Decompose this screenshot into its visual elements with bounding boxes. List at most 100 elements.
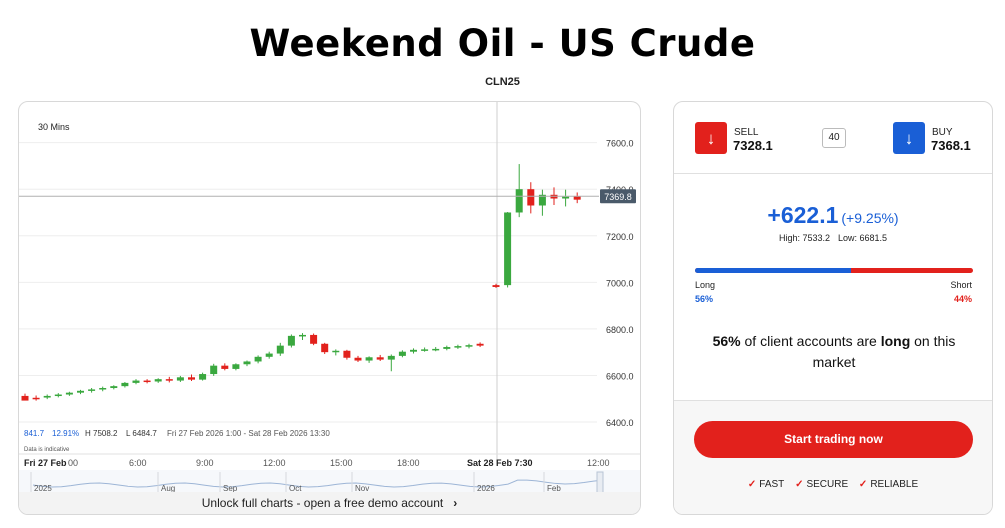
x-tick-label: 00 (68, 458, 78, 468)
cta-panel: Start trading now ✓ FAST ✓ SECURE ✓ RELIABL… (674, 400, 992, 514)
x-tick-label: 15:00 (330, 458, 353, 468)
candle-body (65, 392, 73, 395)
price-change-percent: (+9.25%) (841, 210, 899, 226)
candle-body (143, 380, 151, 383)
candle-body (110, 386, 118, 389)
check-icon: ✓ (747, 479, 757, 490)
badge-fast: ✓ FAST (748, 479, 784, 490)
price-chart[interactable]: 6400.06600.06800.07000.07200.07400.07600… (18, 101, 641, 515)
sell-button[interactable]: ↓ (695, 122, 727, 154)
candle-body (321, 343, 329, 353)
unlock-charts-link[interactable]: Unlock full charts - open a free demo ac… (19, 492, 640, 514)
x-tick-label: 18:00 (397, 458, 420, 468)
current-price-label: 7369.8 (604, 192, 632, 202)
badge-label: FAST (759, 479, 785, 490)
x-tick-label: Fri 27 Feb (24, 458, 67, 468)
navigator-line (32, 479, 604, 488)
navigator-label: Aug (161, 484, 175, 493)
high-low: High: 7533.2 Low: 6681.5 (674, 233, 992, 243)
candle-body (99, 388, 107, 390)
interval-label: 30 Mins (38, 122, 70, 132)
candle-body (154, 379, 162, 382)
candle-body (354, 357, 362, 361)
short-percent: 44% (953, 294, 972, 304)
unlock-charts-label: Unlock full charts - open a free demo ac… (201, 496, 444, 510)
candle-body (332, 350, 340, 353)
sentiment-sentence-percent: 56% (712, 333, 741, 349)
stat-range: Fri 27 Feb 2026 1:00 - Sat 28 Feb 2026 1… (167, 429, 330, 438)
candle-body (254, 356, 262, 362)
candle-body (121, 382, 129, 387)
y-tick-label: 6400.0 (606, 418, 634, 428)
candle-body (77, 390, 84, 393)
candle-body (32, 397, 40, 400)
candle-body (454, 346, 462, 348)
candle-body (443, 347, 451, 349)
sentiment-sentence-mid: of client accounts are (740, 333, 881, 349)
buy-price[interactable]: 7368.1 (931, 138, 971, 153)
feature-badges: ✓ FAST ✓ SECURE ✓ RELIABLE (674, 479, 992, 490)
y-tick-label: 7600.0 (606, 139, 634, 149)
y-tick-label: 6600.0 (606, 371, 634, 381)
candle-body (465, 345, 473, 347)
candle-body (88, 389, 96, 391)
candle-body (365, 357, 373, 361)
x-tick-label: 12:00 (587, 458, 610, 468)
candle-body (232, 364, 240, 369)
sentiment-sentence: 56% of client accounts are long on this … (694, 331, 974, 373)
navigator-background (19, 470, 640, 494)
navigator-label: Feb (547, 484, 561, 493)
long-label: Long (695, 280, 716, 290)
navigator-label: 2025 (34, 484, 52, 493)
candle-body (421, 349, 429, 351)
candle-body (265, 353, 273, 357)
candle-body (132, 380, 140, 383)
low-value: Low: 6681.5 (838, 233, 888, 243)
candle-body (276, 345, 284, 354)
candle-body (492, 285, 500, 287)
start-trading-button[interactable]: Start trading now (694, 421, 973, 458)
candle-body (562, 196, 570, 199)
candle-body (504, 212, 512, 286)
candle-body (410, 349, 417, 352)
candle-body (176, 377, 184, 381)
candle-body (573, 196, 581, 200)
arrow-down-icon: ↓ (706, 128, 716, 148)
candle-body (527, 189, 535, 206)
price-change-value: +622.1 (767, 202, 839, 228)
stat-low: L 6484.7 (126, 429, 157, 438)
candle-body (243, 361, 251, 365)
sentiment-long-fill (695, 268, 851, 273)
stat-change: 841.7 (24, 429, 45, 438)
sentiment-sentence-word: long (880, 333, 911, 349)
navigator-label: Sep (223, 484, 238, 493)
indicative-note: Data is indicative (24, 447, 70, 453)
candle-body (343, 350, 351, 358)
divider (674, 173, 992, 174)
candle-body (221, 365, 229, 369)
x-tick-label: 9:00 (196, 458, 214, 468)
candle-body (188, 377, 195, 380)
candle-body (376, 357, 384, 360)
sell-price[interactable]: 7328.1 (733, 138, 773, 153)
stat-high: H 7508.2 (85, 429, 118, 438)
short-label: Short (950, 280, 972, 290)
candle-body (287, 335, 295, 346)
candle-body (398, 351, 406, 356)
candle-body (310, 334, 318, 344)
sell-label: SELL (734, 127, 759, 138)
current-price-tag (600, 189, 636, 204)
navigator-handle (596, 471, 604, 495)
x-tick-label: 12:00 (263, 458, 286, 468)
high-value: High: 7533.2 (778, 233, 830, 243)
y-tick-label: 7200.0 (606, 232, 634, 242)
candle-body (199, 374, 207, 380)
buy-button[interactable]: ↓ (893, 122, 925, 154)
candle-body (432, 348, 440, 351)
badge-label: SECURE (806, 479, 849, 490)
candle-body (54, 394, 62, 397)
sentiment-bar (695, 268, 973, 273)
badge-reliable: ✓ RELIABLE (859, 479, 918, 490)
chart-canvas[interactable]: 6400.06600.06800.07000.07200.07400.07600… (19, 102, 641, 515)
sentiment-sentence-tail: on this market (812, 333, 956, 370)
